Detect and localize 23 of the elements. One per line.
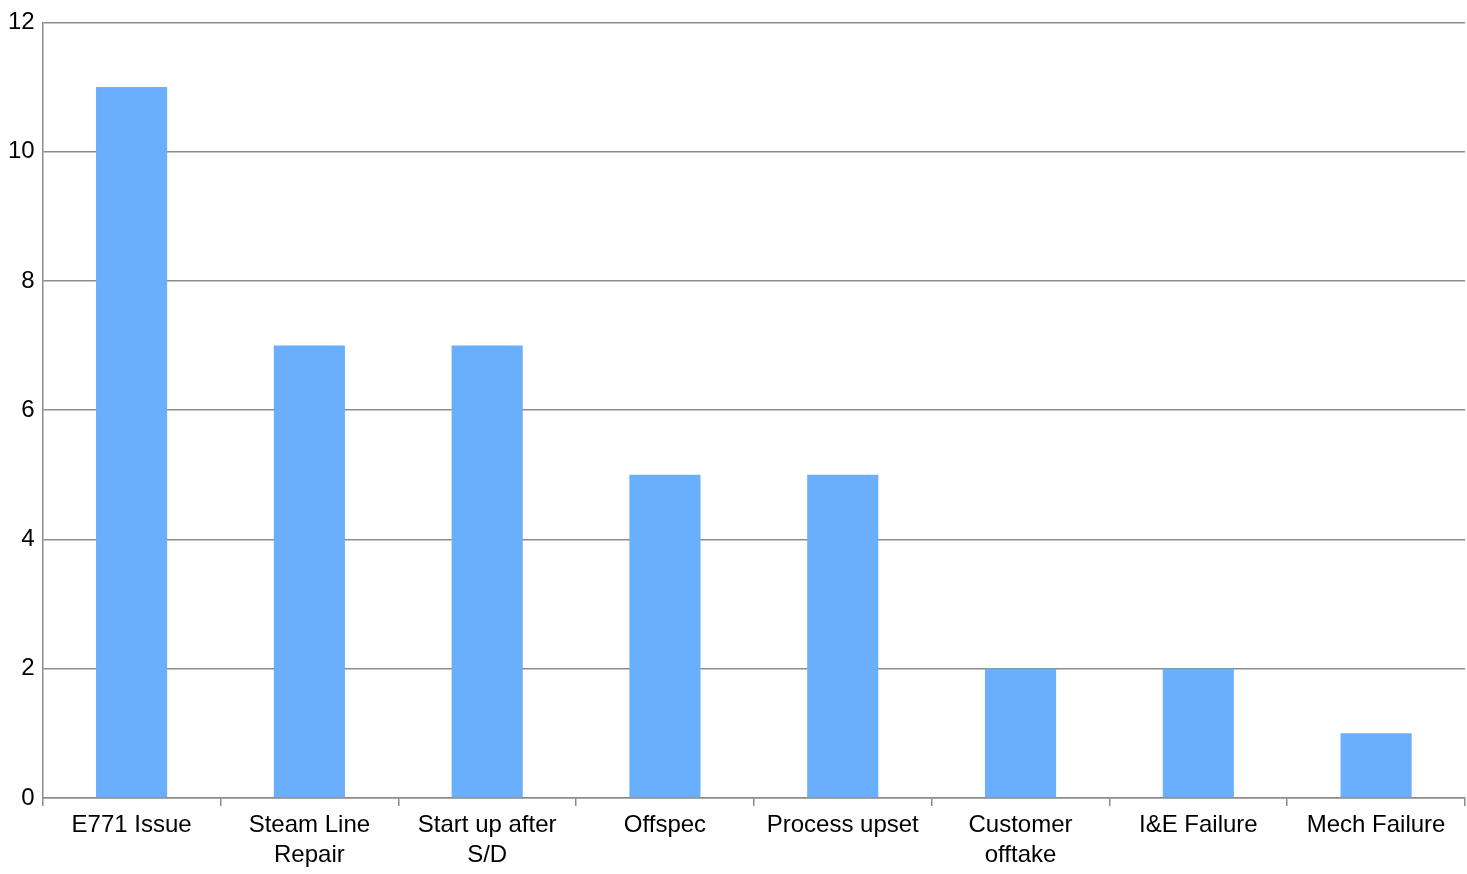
x-tick-label: Start up after S/D xyxy=(417,809,557,867)
y-tick-label: 12 xyxy=(7,7,35,35)
x-tick-label: Customer offtake xyxy=(968,809,1073,867)
bar xyxy=(1340,733,1412,798)
bar xyxy=(273,345,345,798)
x-tick-label: Offspec xyxy=(623,809,707,837)
bar xyxy=(1162,668,1234,798)
bar xyxy=(984,668,1057,798)
x-tick-label: Mech Failure xyxy=(1306,809,1446,837)
x-tick-label: Process upset xyxy=(766,809,920,837)
x-tick-label: I&E Failure xyxy=(1138,809,1258,837)
y-tick-label: 4 xyxy=(21,524,35,552)
bar xyxy=(451,345,523,798)
y-tick-label: 2 xyxy=(21,653,35,681)
x-tick-label: E771 Issue xyxy=(71,809,192,837)
bar xyxy=(96,87,168,798)
y-tick-label: 6 xyxy=(21,394,35,422)
bar xyxy=(629,474,701,798)
bar xyxy=(807,474,879,798)
y-tick-label: 0 xyxy=(21,782,35,810)
y-tick-label: 10 xyxy=(7,136,35,164)
y-tick-label: 8 xyxy=(21,265,35,293)
x-tick-label: Steam Line Repair xyxy=(248,809,371,867)
